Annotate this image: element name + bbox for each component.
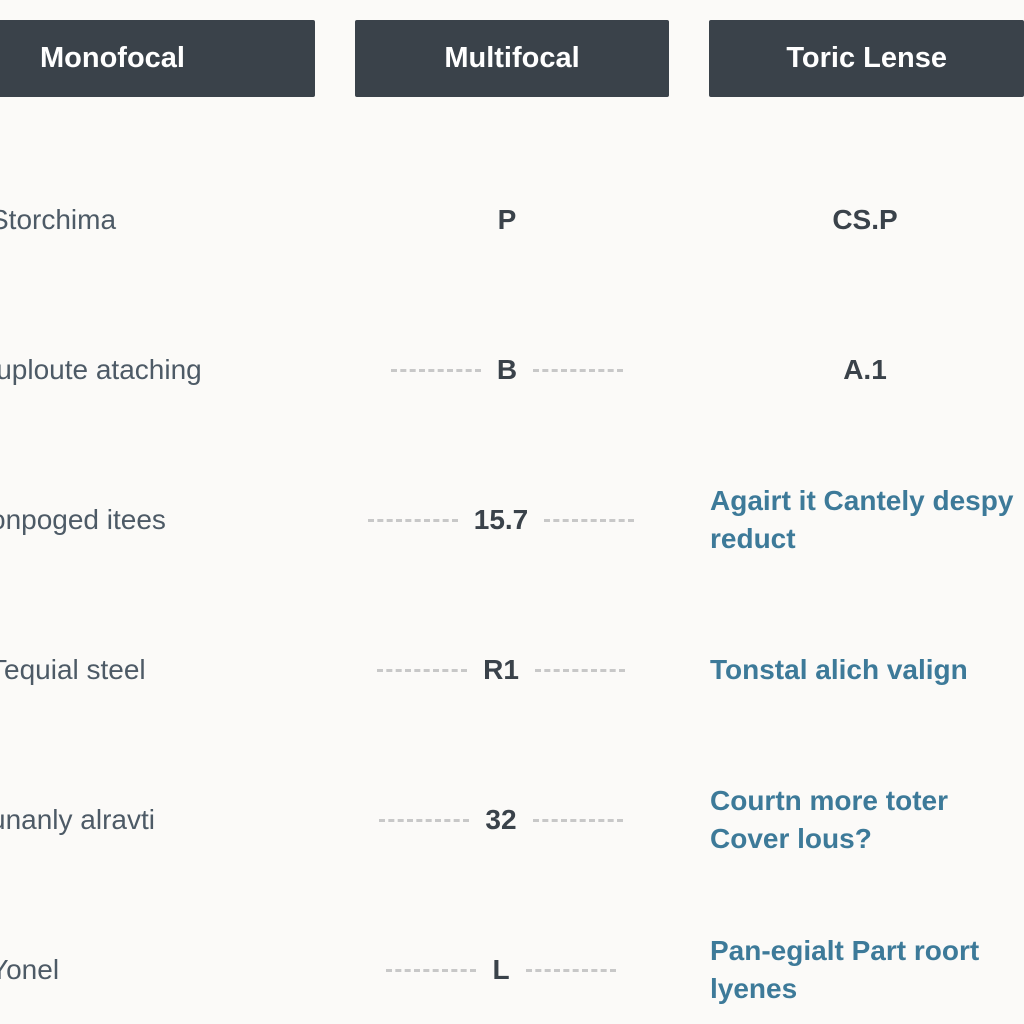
- table-row: unanly alravti 32 Courtn more toter Cover …: [0, 745, 1024, 895]
- dashed-divider: 15.7: [344, 504, 658, 536]
- row-value-middle: 32: [344, 784, 658, 856]
- table-row: luploute ataching B A.1: [0, 295, 1024, 445]
- table-header-row: Monofocal Multifocal Toric Lense: [0, 0, 1024, 97]
- dashed-divider: L: [344, 954, 658, 986]
- table-body: Storchima P CS.P luploute ataching B A.1 onpog…: [0, 145, 1024, 1024]
- dash-right: [533, 369, 623, 372]
- row-value-right: A.1: [706, 334, 1024, 406]
- row-value-right: CS.P: [706, 184, 1024, 256]
- dash-left: [391, 369, 481, 372]
- dash-left: [386, 969, 476, 972]
- middle-value: 15.7: [474, 504, 529, 536]
- table-row: Yonel L Pan-egialt Part roort lyenes: [0, 895, 1024, 1024]
- column-header-monofocal: Monofocal: [0, 20, 315, 97]
- row-label: Storchima: [0, 184, 308, 256]
- table-row: Storchima P CS.P: [0, 145, 1024, 295]
- middle-value: P: [498, 204, 517, 236]
- row-value-right: Tonstal alich valign: [698, 634, 1024, 706]
- comparison-table: Monofocal Multifocal Toric Lense Storchi…: [0, 0, 1024, 1024]
- table-row: onpoged itees 15.7 Agairt it Cantely despy…: [0, 445, 1024, 595]
- row-label: unanly alravti: [0, 784, 304, 856]
- column-header-toric: Toric Lense: [709, 20, 1024, 97]
- dash-left: [368, 519, 458, 522]
- dashed-divider: 32: [344, 804, 658, 836]
- row-value-right: Courtn more toter Cover lous?: [698, 782, 1024, 858]
- middle-value: R1: [483, 654, 519, 686]
- row-label: onpoged itees: [0, 484, 304, 556]
- dashed-divider: R1: [344, 654, 658, 686]
- row-value-middle: 15.7: [344, 484, 658, 556]
- dash-right: [526, 969, 616, 972]
- row-label: Tequial steel: [0, 634, 304, 706]
- column-header-multifocal: Multifocal: [355, 20, 670, 97]
- dash-right: [535, 669, 625, 672]
- row-value-middle: L: [344, 934, 658, 1006]
- row-value-right: Agairt it Cantely despy reduct: [698, 482, 1024, 558]
- dashed-divider: B: [348, 354, 666, 386]
- row-value-middle: R1: [344, 634, 658, 706]
- middle-value: B: [497, 354, 517, 386]
- dash-right: [544, 519, 634, 522]
- middle-value: L: [492, 954, 509, 986]
- row-label: Yonel: [0, 934, 304, 1006]
- dash-left: [377, 669, 467, 672]
- row-value-middle: B: [348, 334, 666, 406]
- dash-right: [533, 819, 623, 822]
- table-row: Tequial steel R1 Tonstal alich valign: [0, 595, 1024, 745]
- row-label: luploute ataching: [0, 334, 308, 406]
- middle-value: 32: [485, 804, 516, 836]
- row-value-right: Pan-egialt Part roort lyenes: [698, 932, 1024, 1008]
- dash-left: [379, 819, 469, 822]
- row-value-middle: P: [348, 184, 666, 256]
